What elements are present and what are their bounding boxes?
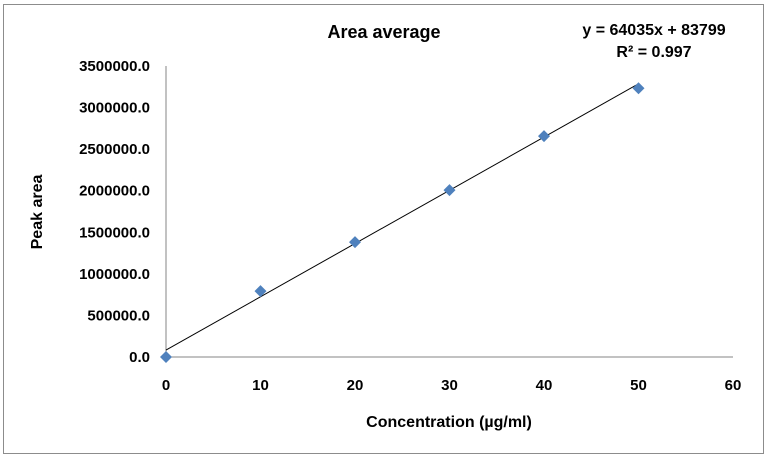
data-point <box>160 351 172 363</box>
y-tick-label: 1000000.0 <box>79 266 150 283</box>
x-tick-label: 0 <box>162 377 170 394</box>
trendline <box>165 83 639 351</box>
data-point <box>538 130 550 143</box>
trendline-r-squared: R² = 0.997 <box>616 44 691 61</box>
y-tick-label: 500000.0 <box>87 307 150 324</box>
axes <box>165 66 733 358</box>
y-tick-label: 1500000.0 <box>79 224 150 241</box>
trendline-equation: y = 64035x + 83799 <box>582 22 725 39</box>
y-tick-label: 3500000.0 <box>79 58 150 75</box>
y-axis-label: Peak area <box>29 175 46 250</box>
chart-title: Area average <box>327 22 440 42</box>
x-tick-label: 50 <box>630 377 647 394</box>
data-points <box>160 82 645 363</box>
x-tick-label: 30 <box>441 377 458 394</box>
x-tick-label: 10 <box>252 377 269 394</box>
x-tick-label: 20 <box>347 377 364 394</box>
x-tick-label: 40 <box>536 377 553 394</box>
y-tick-label: 3000000.0 <box>79 100 150 117</box>
y-tick-label: 0.0 <box>129 349 150 366</box>
data-point <box>443 184 456 197</box>
y-tick-label: 2000000.0 <box>79 183 150 200</box>
y-tick-labels: 0.0 500000.0 1000000.0 1500000.0 2000000.0 25… <box>79 58 150 366</box>
chart-frame <box>3 4 764 454</box>
data-point <box>632 82 645 95</box>
trendline-line <box>165 83 639 351</box>
x-tick-labels: 0 10 20 30 40 50 60 <box>162 377 742 394</box>
x-axis-label: Concentration (µg/ml) <box>366 414 532 431</box>
data-point <box>254 285 267 298</box>
y-tick-label: 2500000.0 <box>79 141 150 158</box>
x-tick-label: 60 <box>725 377 742 394</box>
data-point <box>349 236 361 249</box>
